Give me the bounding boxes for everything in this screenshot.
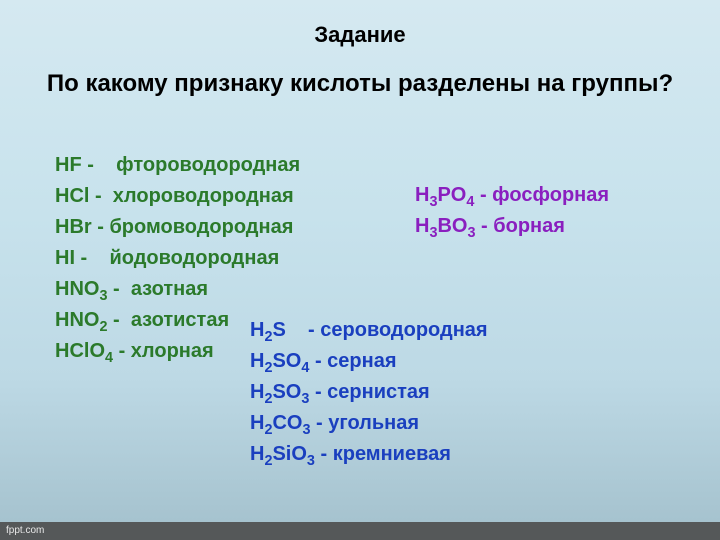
acid-name: азотистая [131,309,229,331]
acid-name: борная [493,215,565,237]
acid-formula: HClO4 [55,340,113,362]
acid-formula: H3PO4 [415,184,474,206]
acid-row: HNO3 - азотная [55,274,300,305]
acid-name: бромоводородная [109,216,293,238]
acid-name: хлороводородная [113,185,294,207]
separator: - [89,185,112,207]
acid-row: H3BO3 - борная [415,211,609,242]
acid-name: фосфорная [492,184,609,206]
acid-row: H2CO3 - угольная [250,408,488,439]
separator: - [107,278,130,300]
separator: - [82,154,116,176]
acid-formula: HNO2 [55,309,107,331]
acid-formula: HF [55,154,82,176]
slide: Задание По какому признаку кислоты разде… [0,0,720,540]
acid-formula: HI [55,247,75,269]
acid-name: угольная [328,412,419,434]
slide-title: Задание [0,22,720,48]
acid-row: H2SO4 - серная [250,346,488,377]
separator: - [315,443,333,465]
acid-row: H2SiO3 - кремниевая [250,439,488,470]
acid-name: азотная [131,278,208,300]
separator: - [75,247,109,269]
separator: - [309,350,327,372]
acid-row: H3PO4 - фосфорная [415,180,609,211]
separator: - [92,216,110,238]
acid-row: H2SO3 - сернистая [250,377,488,408]
acid-name: хлорная [131,340,214,362]
acid-formula: HCl [55,185,89,207]
acid-name: серная [327,350,396,372]
acid-formula: HBr [55,216,92,238]
acid-formula: H2CO3 [250,412,310,434]
acid-group-dibasic: H2S - сероводороднаяH2SO4 - сернаяH2SO3 … [250,315,488,470]
footer-branding: fppt.com [0,522,720,540]
acid-row: HF - фтороводородная [55,150,300,181]
separator: - [113,340,131,362]
acid-name: фтороводородная [116,154,300,176]
acid-name: сероводородная [320,319,487,341]
acid-row: H2S - сероводородная [250,315,488,346]
acid-formula: H2S [250,319,286,341]
separator: - [310,412,328,434]
acid-group-tribasic: H3PO4 - фосфорнаяH3BO3 - борная [415,180,609,242]
separator: - [475,215,493,237]
separator: - [474,184,492,206]
acid-formula: H2SO4 [250,350,309,372]
separator: - [309,381,327,403]
acid-formula: HNO3 [55,278,107,300]
slide-question: По какому признаку кислоты разделены на … [0,70,720,98]
acid-name: кремниевая [333,443,451,465]
acid-row: HI - йодоводородная [55,243,300,274]
separator: - [286,319,320,341]
acid-formula: H2SO3 [250,381,309,403]
acid-name: сернистая [327,381,430,403]
acid-row: HCl - хлороводородная [55,181,300,212]
acid-row: HBr - бромоводородная [55,212,300,243]
separator: - [107,309,130,331]
acid-formula: H3BO3 [415,215,475,237]
acid-formula: H2SiO3 [250,443,315,465]
acid-name: йодоводородная [109,247,279,269]
